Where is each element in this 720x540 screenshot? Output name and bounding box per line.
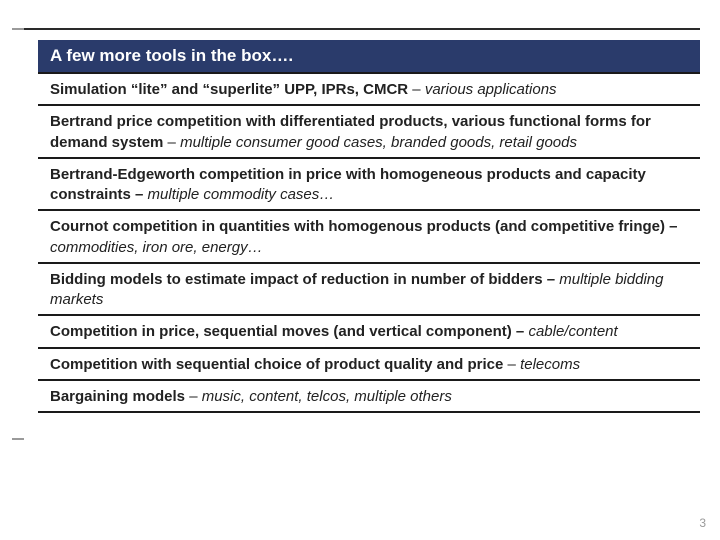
content-row-5: Competition in price, sequential moves (… [38,316,700,348]
slide-title: A few more tools in the box…. [38,40,700,74]
left-decoration [12,28,24,413]
content-row-2: Bertrand-Edgeworth competition in price … [38,159,700,212]
tick-mark [12,438,24,440]
row-bold: Cournot competition in quantities with h… [50,218,678,235]
content-row-3: Cournot competition in quantities with h… [38,211,700,264]
content-row-6: Competition with sequential choice of pr… [38,349,700,381]
content-row-7: Bargaining models – music, content, telc… [38,381,700,413]
row-bold: Bertrand-Edgeworth competition in price … [50,166,646,203]
row-tail: cable/content [528,323,617,340]
row-tail: multiple commodity cases… [148,186,335,203]
row-dash: – [408,81,425,98]
row-tail: commodities, iron ore, energy… [50,239,263,256]
content-row-4: Bidding models to estimate impact of red… [38,264,700,317]
row-tail: music, content, telcos, multiple others [202,388,452,405]
content-row-0: Simulation “lite” and “superlite” UPP, I… [38,74,700,106]
row-bold: Simulation “lite” and “superlite” UPP, I… [50,81,408,98]
top-rule [20,28,700,30]
content-row-1: Bertrand price competition with differen… [38,106,700,159]
row-dash: – [163,134,180,151]
row-bold: Bargaining models [50,388,185,405]
row-dash: – [185,388,202,405]
row-bold: Competition with sequential choice of pr… [50,356,503,373]
row-tail: multiple consumer good cases, branded go… [180,134,577,151]
page-number: 3 [699,516,706,530]
row-bold: Bidding models to estimate impact of red… [50,271,555,288]
slide-frame: A few more tools in the box…. Simulation… [20,28,700,413]
row-bold: Competition in price, sequential moves (… [50,323,524,340]
row-dash: – [503,356,520,373]
row-tail: various applications [425,81,557,98]
row-tail: telecoms [520,356,580,373]
